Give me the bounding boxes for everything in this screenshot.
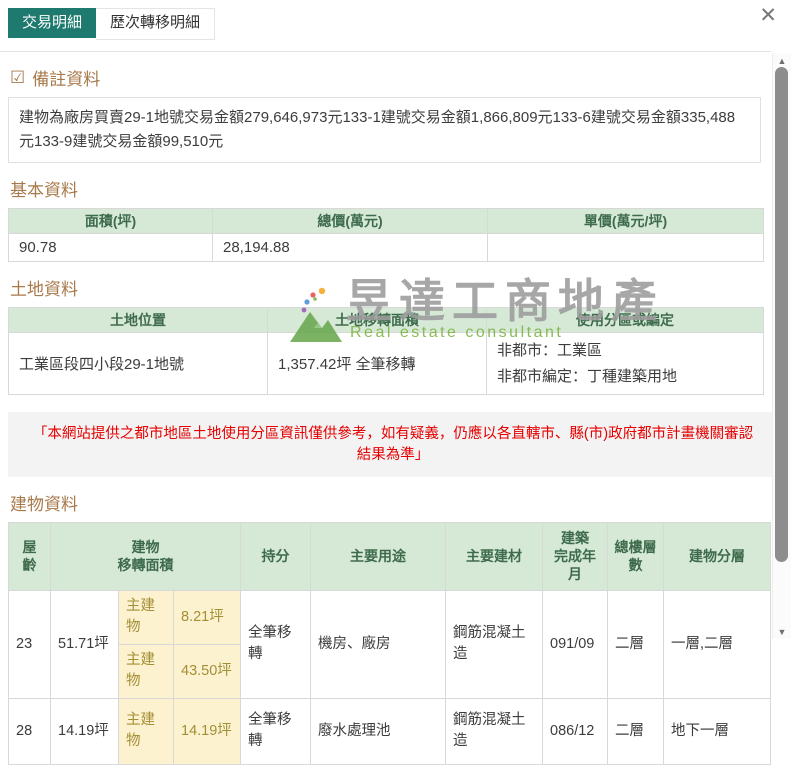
building-age: 23 — [8, 589, 51, 699]
tab-bar: 交易明細 歷次轉移明細 — [8, 8, 216, 40]
col-levels: 建物分層 — [663, 521, 771, 591]
building-info-table: 屋 齡 建物 移轉面積 持分 主要用途 主要建材 建築 完成年 月 總樓層 數 … — [8, 521, 771, 765]
col-completed: 建築 完成年 月 — [542, 521, 608, 591]
building-completed: 086/12 — [542, 697, 608, 765]
building-total-area: 51.71坪 — [50, 589, 119, 699]
building-share: 全筆移轉 — [240, 697, 311, 765]
basic-info-table: 面積(坪) 總價(萬元) 單價(萬元/坪) 90.78 28,194.88 — [8, 207, 764, 263]
note-section-title: ☑ 備註資料 — [10, 65, 771, 90]
col-usage: 主要用途 — [310, 521, 446, 591]
building-levels: 地下一層 — [663, 697, 771, 765]
table-row: 28 14.19坪 主建物 14.19坪 全筆移轉 廢水處理池 鋼筋混凝土造 0… — [8, 697, 771, 765]
land-header-row: 土地位置 土地移轉面積 使用分區或編定 — [8, 307, 764, 334]
building-completed: 091/09 — [542, 589, 608, 699]
table-row: 工業區段四小段29-1地號 1,357.42坪 全筆移轉 非都市：工業區 非都市… — [8, 332, 764, 396]
building-part-area: 43.50坪 — [173, 643, 241, 699]
scrollbar-thumb[interactable] — [775, 67, 788, 562]
building-part-area: 8.21坪 — [173, 589, 241, 645]
building-part-area: 14.19坪 — [173, 697, 241, 765]
land-location-value: 工業區段四小段29-1地號 — [8, 332, 268, 396]
zoning-line-1: 非都市：工業區 — [497, 342, 603, 360]
col-building-transfer-area: 建物 移轉面積 — [50, 521, 241, 591]
building-header-row: 屋 齡 建物 移轉面積 持分 主要用途 主要建材 建築 完成年 月 總樓層 數 … — [8, 521, 771, 591]
building-usage: 廢水處理池 — [310, 697, 446, 765]
land-section-title: 土地資料 — [10, 275, 771, 300]
scroll-up-icon[interactable]: ▲ — [777, 56, 787, 66]
col-floors: 總樓層 數 — [607, 521, 664, 591]
checkbox-icon: ☑ — [10, 67, 26, 87]
scroll-down-icon[interactable]: ▼ — [777, 627, 787, 637]
basic-header-row: 面積(坪) 總價(萬元) 單價(萬元/坪) — [8, 207, 764, 235]
basic-unit-price-value — [487, 233, 764, 263]
note-title-label: 備註資料 — [32, 70, 101, 89]
building-usage: 機房、廠房 — [310, 589, 446, 699]
building-material: 鋼筋混凝土造 — [445, 697, 543, 765]
header-divider — [0, 51, 771, 52]
close-icon[interactable]: ✕ — [759, 4, 777, 27]
col-material: 主要建材 — [445, 521, 543, 591]
building-material: 鋼筋混凝土造 — [445, 589, 543, 699]
zoning-disclaimer: 「本網站提供之都市地區土地使用分區資訊僅供參考，如有疑義，仍應以各直轄市、縣(市… — [8, 412, 778, 477]
basic-title-label: 基本資料 — [10, 181, 78, 200]
col-land-zoning: 使用分區或編定 — [486, 307, 764, 334]
land-info-table: 土地位置 土地移轉面積 使用分區或編定 工業區段四小段29-1地號 1,357.… — [8, 307, 764, 396]
building-total-area: 14.19坪 — [50, 697, 119, 765]
basic-area-value: 90.78 — [8, 233, 213, 263]
col-age: 屋 齡 — [8, 521, 51, 591]
land-title-label: 土地資料 — [10, 280, 78, 300]
building-floors: 二層 — [607, 697, 664, 765]
basic-section-title: 基本資料 — [10, 176, 771, 201]
basic-total-price-value: 28,194.88 — [212, 233, 488, 263]
building-part-type: 主建物 — [118, 697, 174, 765]
building-floors: 二層 — [607, 589, 664, 699]
col-land-location: 土地位置 — [8, 307, 268, 334]
building-title-label: 建物資料 — [10, 494, 78, 514]
note-text: 建物為廠房買賣29-1地號交易金額279,646,973元133-1建號交易金額… — [8, 97, 761, 163]
building-part-type: 主建物 — [118, 589, 174, 645]
col-land-transfer-area: 土地移轉面積 — [267, 307, 487, 334]
vertical-scrollbar[interactable]: ▲ ▼ — [772, 53, 791, 639]
table-row: 90.78 28,194.88 — [8, 233, 764, 263]
col-total-price: 總價(萬元) — [212, 207, 488, 235]
col-unit-price: 單價(萬元/坪) — [487, 207, 764, 235]
building-share: 全筆移轉 — [240, 589, 311, 699]
tab-transfer-history[interactable]: 歷次轉移明細 — [96, 8, 216, 40]
building-age: 28 — [8, 697, 51, 765]
building-levels: 一層,二層 — [663, 589, 771, 699]
land-transfer-area-value: 1,357.42坪 全筆移轉 — [267, 332, 487, 396]
tab-transaction-detail[interactable]: 交易明細 — [8, 8, 97, 38]
col-area: 面積(坪) — [8, 207, 213, 235]
zoning-line-2: 非都市編定：丁種建築用地 — [497, 367, 678, 385]
land-zoning-value: 非都市：工業區 非都市編定：丁種建築用地 — [486, 332, 764, 396]
building-section-title: 建物資料 — [10, 490, 771, 515]
building-part-type: 主建物 — [118, 643, 174, 699]
modal-content: ☑ 備註資料 建物為廠房買賣29-1地號交易金額279,646,973元133-… — [0, 52, 778, 765]
col-share: 持分 — [240, 521, 311, 591]
table-row: 23 51.71坪 主建物 8.21坪 全筆移轉 機房、廠房 鋼筋混凝土造 09… — [8, 589, 771, 699]
